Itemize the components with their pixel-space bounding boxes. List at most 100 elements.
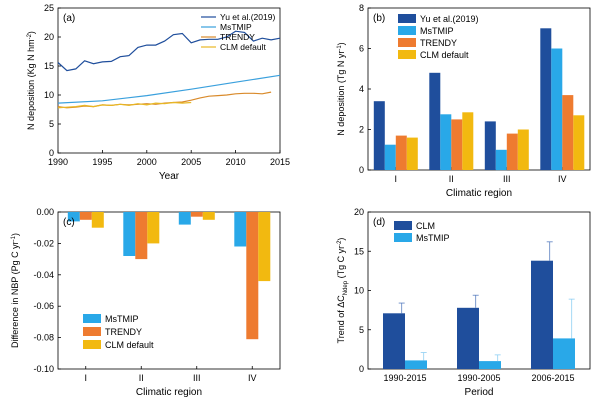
- x-axis-label: Climatic region: [136, 387, 202, 398]
- bar-mstmip-I: [67, 212, 80, 222]
- y-tick-label: 2: [359, 125, 364, 135]
- series-line-yu-et-al-2019-: [57, 30, 281, 72]
- bar-clm-default-II: [462, 112, 474, 170]
- legend-label: CLM default: [420, 50, 469, 60]
- legend-label: CLM default: [220, 42, 266, 52]
- bar-trendy-I: [79, 212, 92, 220]
- x-tick-label: 2006-2015: [531, 373, 574, 383]
- y-tick-label: 4: [359, 84, 364, 94]
- y-tick-label: -0.06: [33, 301, 54, 311]
- bar-mstmip-2006-2015: [553, 338, 575, 369]
- legend-label: Yu et al.(2019): [220, 12, 275, 22]
- legend-swatch: [83, 340, 101, 349]
- bar-trendy-II: [135, 212, 148, 260]
- bar-mstmip-III: [178, 212, 191, 225]
- y-tick-label: -0.08: [33, 333, 54, 343]
- x-tick-label: 1990-2015: [383, 373, 426, 383]
- x-tick-label: II: [449, 174, 454, 184]
- y-tick-label: 0: [359, 364, 364, 374]
- panel-a: 1990 1995 2000 2005 2010 2015 0 5 10 15 20 25 (a) Yea…: [26, 3, 290, 182]
- bar-clm-default-IV: [258, 212, 271, 282]
- x-tick-label: IV: [248, 373, 257, 383]
- legend-swatch: [83, 314, 101, 323]
- x-tick-label: I: [84, 373, 87, 383]
- y-tick-label: 15: [44, 61, 54, 71]
- legend-label: TRENDY: [220, 32, 255, 42]
- x-tick-label: 2015: [270, 157, 290, 167]
- bar-clm-default-III: [202, 212, 215, 220]
- legend-label: CLM default: [105, 340, 154, 350]
- x-tick-label: 2005: [181, 157, 201, 167]
- legend-label: TRENDY: [105, 327, 142, 337]
- x-axis-label: Year: [159, 171, 180, 182]
- y-tick-label: 20: [44, 32, 54, 42]
- bar-clm-1990-2005: [457, 307, 479, 369]
- bar-yu-et-al-2019--IV: [540, 28, 552, 171]
- bar-mstmip-III: [495, 149, 507, 171]
- bar-clm-default-III: [517, 129, 529, 170]
- y-axis-label: N deposition (Kg N hm-2): [26, 31, 36, 130]
- series-line-clm-default: [57, 101, 192, 109]
- legend-label: CLM: [416, 221, 435, 231]
- y-tick-label: 20: [354, 207, 364, 217]
- y-tick-label: -0.10: [33, 364, 54, 374]
- bar-trendy-III: [506, 133, 518, 170]
- y-tick-label: 10: [354, 286, 364, 296]
- bar-clm-default-I: [406, 137, 418, 170]
- panel-label: (b): [373, 13, 385, 24]
- legend-swatch: [398, 38, 416, 47]
- y-tick-label: 6: [359, 44, 364, 54]
- legend-label: MsTMIP: [420, 26, 454, 36]
- bar-trendy-II: [451, 119, 463, 170]
- bar-trendy-IV: [562, 95, 574, 170]
- x-tick-label: 1990: [48, 157, 68, 167]
- bar-mstmip-IV: [234, 212, 247, 247]
- bar-yu-et-al-2019--I: [373, 101, 385, 170]
- x-axis-label: Period: [465, 387, 494, 398]
- bar-yu-et-al-2019--III: [484, 121, 496, 170]
- x-tick-label: III: [193, 373, 201, 383]
- y-tick-label: 25: [44, 3, 54, 13]
- bar-clm-default-II: [147, 212, 160, 244]
- y-tick-label: 15: [354, 246, 364, 256]
- legend-label: MsTMIP: [416, 233, 450, 243]
- y-tick-label: 0: [359, 165, 364, 175]
- legend-label: MsTMIP: [220, 22, 252, 32]
- y-tick-label: 8: [359, 3, 364, 13]
- y-tick-label: 0: [49, 148, 54, 158]
- legend-swatch: [398, 50, 416, 59]
- legend-swatch: [394, 221, 412, 230]
- series-line-mstmip: [57, 74, 281, 104]
- legend-swatch: [394, 233, 412, 242]
- bar-mstmip-IV: [551, 48, 563, 170]
- bar-mstmip-II: [123, 212, 136, 256]
- panel-a-label: (a): [63, 13, 75, 24]
- legend-swatch: [398, 14, 416, 23]
- y-tick-label: -0.02: [33, 238, 54, 248]
- bar-trendy-III: [190, 212, 203, 217]
- y-tick-label: 0.00: [36, 207, 54, 217]
- panel-frame: [57, 211, 281, 370]
- y-tick-label: 5: [359, 325, 364, 335]
- x-axis-label: Climatic region: [446, 188, 512, 199]
- y-axis-label: Difference in NBP (Pg C yr-1): [10, 233, 20, 348]
- y-axis-label: N deposition (Tg N yr-1): [336, 42, 346, 135]
- bar-mstmip-1990-2005: [479, 361, 501, 369]
- bar-mstmip-1990-2015: [405, 360, 427, 369]
- bar-clm-1990-2015: [383, 313, 405, 369]
- legend-swatch: [398, 26, 416, 35]
- legend-label: MsTMIP: [105, 314, 139, 324]
- x-tick-label: 2010: [226, 157, 246, 167]
- y-tick-label: -0.04: [33, 270, 54, 280]
- x-tick-label: III: [503, 174, 511, 184]
- x-tick-label: I: [394, 174, 397, 184]
- x-tick-label: 1995: [92, 157, 112, 167]
- panel-c: 0.00-0.02-0.04-0.06-0.08-0.10I II III IV(c)…: [10, 207, 281, 398]
- bar-mstmip-I: [384, 144, 396, 170]
- legend-label: Yu et al.(2019): [420, 14, 479, 24]
- bar-clm-default-IV: [573, 115, 585, 170]
- y-tick-label: 10: [44, 90, 54, 100]
- panel-label: (c): [63, 217, 75, 228]
- panel-d: 0 5 10 15 20 1990-2015 1990-2005 2006-2015 (d) Pe…: [336, 207, 591, 398]
